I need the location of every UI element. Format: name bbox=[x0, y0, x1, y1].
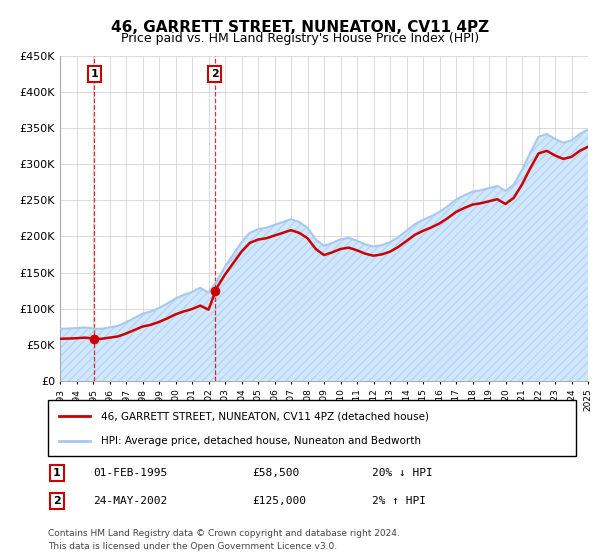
Text: Price paid vs. HM Land Registry's House Price Index (HPI): Price paid vs. HM Land Registry's House … bbox=[121, 32, 479, 45]
Text: 20% ↓ HPI: 20% ↓ HPI bbox=[372, 468, 433, 478]
Text: 46, GARRETT STREET, NUNEATON, CV11 4PZ: 46, GARRETT STREET, NUNEATON, CV11 4PZ bbox=[111, 20, 489, 35]
Text: £58,500: £58,500 bbox=[252, 468, 299, 478]
Text: 24-MAY-2002: 24-MAY-2002 bbox=[93, 496, 167, 506]
Text: 01-FEB-1995: 01-FEB-1995 bbox=[93, 468, 167, 478]
FancyBboxPatch shape bbox=[48, 400, 576, 456]
Text: £125,000: £125,000 bbox=[252, 496, 306, 506]
Text: 2% ↑ HPI: 2% ↑ HPI bbox=[372, 496, 426, 506]
Text: 46, GARRETT STREET, NUNEATON, CV11 4PZ (detached house): 46, GARRETT STREET, NUNEATON, CV11 4PZ (… bbox=[101, 411, 429, 421]
Text: 2: 2 bbox=[53, 496, 61, 506]
Text: HPI: Average price, detached house, Nuneaton and Bedworth: HPI: Average price, detached house, Nune… bbox=[101, 436, 421, 446]
Text: 1: 1 bbox=[91, 69, 98, 79]
Text: Contains HM Land Registry data © Crown copyright and database right 2024.
This d: Contains HM Land Registry data © Crown c… bbox=[48, 529, 400, 550]
Text: 2: 2 bbox=[211, 69, 218, 79]
Text: 1: 1 bbox=[53, 468, 61, 478]
